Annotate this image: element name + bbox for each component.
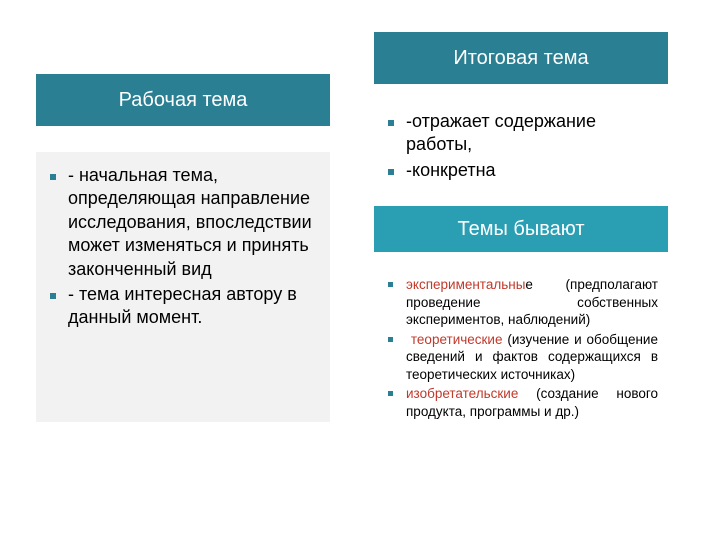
final-theme-list: -отражает содержание работы, -конкретна [380,110,658,182]
working-theme-title: Рабочая тема [119,89,248,112]
themes-are-body: экспериментальные (предполагают проведен… [374,276,668,422]
theme-type: теоретические [411,332,503,347]
theme-type-tail: е [525,277,533,292]
final-theme-header: Итоговая тема [374,32,668,84]
list-item: изобретательские (создание нового продук… [406,385,658,420]
working-theme-list: - начальная тема, определяющая направлен… [42,164,316,330]
final-theme-body: -отражает содержание работы, -конкретна [374,110,668,184]
themes-are-header: Темы бывают [374,206,668,252]
theme-type: экспериментальны [406,277,525,292]
themes-are-list: экспериментальные (предполагают проведен… [380,276,658,420]
working-theme-header: Рабочая тема [36,74,330,126]
theme-type: изобретательские [406,386,518,401]
list-item: теоретические (изучение и обобщение свед… [406,331,658,384]
list-item: - начальная тема, определяющая направлен… [68,164,316,281]
final-theme-title: Итоговая тема [453,47,588,70]
themes-are-title: Темы бывают [458,218,585,241]
list-item: - тема интересная автору в данный момент… [68,283,316,330]
list-item: -конкретна [406,159,658,182]
list-item: экспериментальные (предполагают проведен… [406,276,658,329]
working-theme-body: - начальная тема, определяющая направлен… [36,152,330,422]
list-item: -отражает содержание работы, [406,110,658,157]
